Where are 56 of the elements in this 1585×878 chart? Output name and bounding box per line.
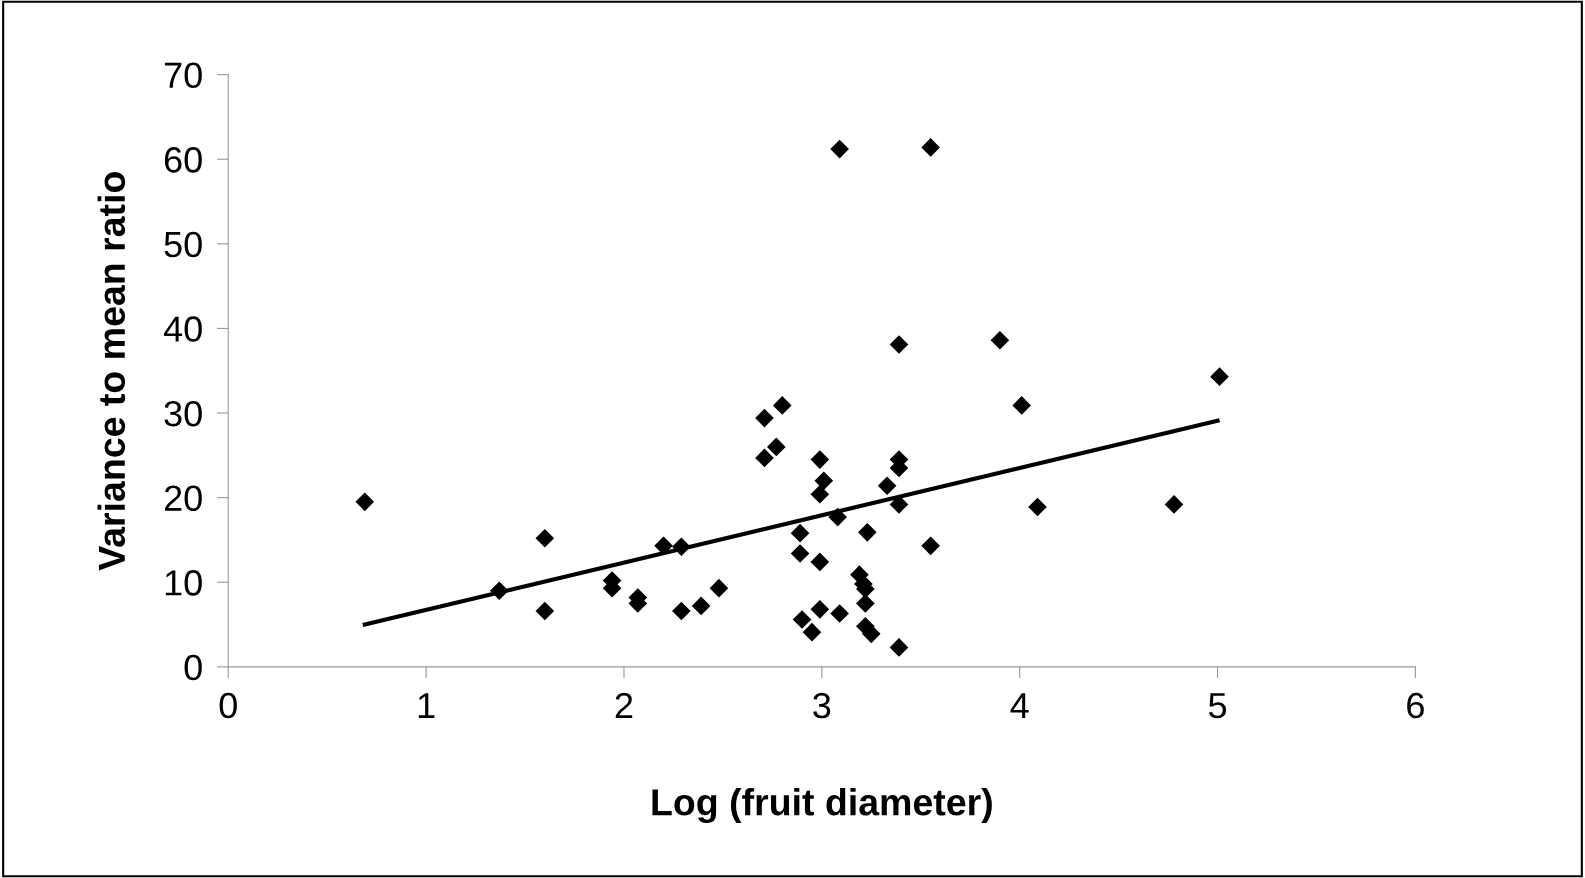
point xyxy=(921,536,940,556)
point xyxy=(1028,497,1047,517)
point xyxy=(802,622,822,642)
y-tick-label: 20 xyxy=(164,485,202,512)
y-tick-label: 50 xyxy=(164,231,202,258)
point xyxy=(792,610,812,629)
x-tick-label: 0 xyxy=(219,692,237,719)
point xyxy=(790,544,810,563)
point xyxy=(810,552,830,572)
y-tick-label: 40 xyxy=(163,316,202,342)
point xyxy=(709,578,729,598)
point xyxy=(856,594,875,613)
y-tick-label: 60 xyxy=(164,147,202,173)
point xyxy=(810,600,830,619)
point xyxy=(814,471,834,491)
point xyxy=(535,601,555,621)
point xyxy=(691,596,711,616)
point xyxy=(672,537,691,557)
point xyxy=(810,484,830,504)
point xyxy=(1210,367,1229,386)
point xyxy=(767,437,786,457)
point xyxy=(355,492,375,512)
x-tick-label: 6 xyxy=(1407,692,1424,719)
point xyxy=(810,450,830,469)
point xyxy=(889,638,909,657)
y-axis-title: Variance to mean ratio xyxy=(97,172,126,571)
x-tick-label: 3 xyxy=(813,692,831,719)
y-tick-label: 30 xyxy=(164,400,202,427)
point xyxy=(830,139,849,159)
y-tick-label: 70 xyxy=(164,62,202,89)
y-tick-label: 10 xyxy=(165,570,202,596)
point xyxy=(830,604,849,623)
point xyxy=(828,507,847,527)
point xyxy=(1164,495,1184,514)
point xyxy=(755,448,774,468)
point xyxy=(772,396,792,415)
x-tick-label: 1 xyxy=(418,693,435,719)
point xyxy=(790,523,810,543)
y-tick-label: 0 xyxy=(184,654,202,681)
x-tick-label: 2 xyxy=(615,692,633,719)
point xyxy=(921,138,940,157)
x-tick-label: 4 xyxy=(1010,693,1029,719)
point xyxy=(489,581,509,601)
point xyxy=(990,330,1010,350)
point xyxy=(861,624,881,644)
point xyxy=(889,335,909,354)
x-tick-label: 5 xyxy=(1208,693,1227,719)
point xyxy=(654,536,673,556)
point xyxy=(755,408,774,428)
x-axis-title: Log (fruit diameter) xyxy=(652,788,992,824)
point xyxy=(535,528,555,548)
point xyxy=(858,523,877,542)
point xyxy=(672,601,691,621)
point xyxy=(889,495,909,514)
point xyxy=(1012,396,1031,415)
point xyxy=(877,476,897,496)
